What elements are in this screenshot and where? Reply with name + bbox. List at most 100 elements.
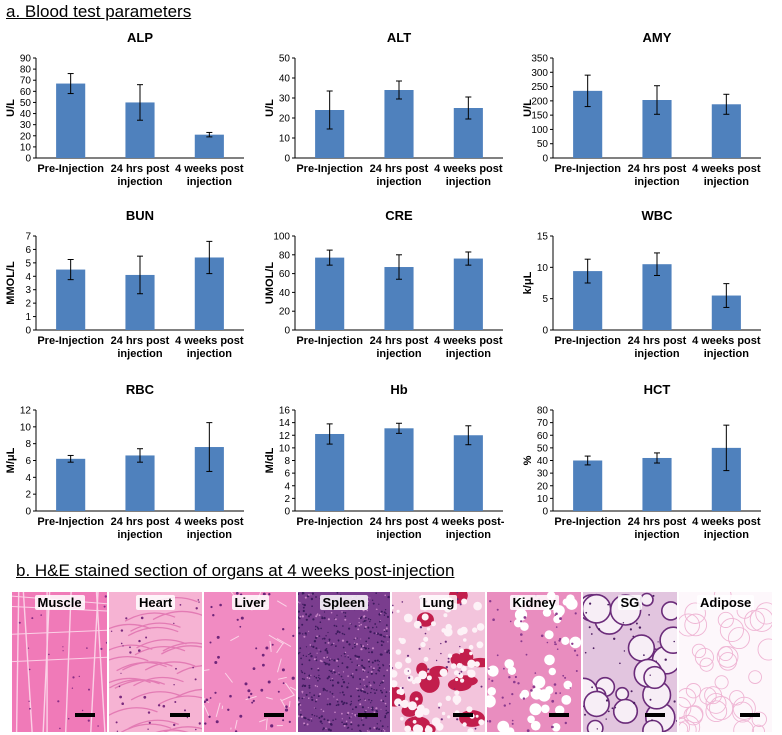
y-tick-label: 12 bbox=[279, 431, 291, 442]
chart-title: BUN bbox=[126, 208, 154, 223]
y-tick-label: 80 bbox=[20, 65, 32, 76]
y-tick-label: 14 bbox=[279, 418, 291, 429]
y-tick-label: 2 bbox=[25, 299, 31, 310]
panel-label-sg: SG bbox=[617, 595, 643, 610]
scale-bar bbox=[358, 713, 378, 717]
y-tick-label: 4 bbox=[284, 481, 290, 492]
y-axis-label: M/μL bbox=[5, 447, 17, 473]
y-tick-label: 40 bbox=[279, 288, 291, 299]
histology-panel-muscle bbox=[12, 592, 107, 732]
scale-bar bbox=[740, 713, 760, 717]
bar bbox=[125, 455, 155, 511]
x-tick-label: Pre-Injection bbox=[296, 163, 363, 175]
histology-image bbox=[679, 592, 772, 732]
x-tick-label: Pre-Injection bbox=[554, 163, 621, 175]
x-tick-label: Pre-Injection bbox=[554, 335, 621, 347]
x-tick-label: injection bbox=[187, 348, 233, 360]
x-tick-label: injection bbox=[376, 176, 422, 188]
bar bbox=[56, 458, 86, 511]
y-tick-label: 10 bbox=[279, 134, 291, 145]
chart-title: AMY bbox=[643, 30, 672, 45]
y-tick-label: 250 bbox=[531, 82, 548, 93]
y-tick-label: 40 bbox=[537, 456, 549, 467]
histology-image bbox=[487, 592, 581, 732]
x-tick-label: 4 weeks post bbox=[434, 163, 503, 175]
histology-panel-lung bbox=[392, 592, 485, 732]
y-tick-label: 150 bbox=[531, 111, 548, 122]
y-axis-label: U/L bbox=[5, 99, 17, 117]
y-tick-label: 0 bbox=[25, 507, 31, 518]
y-tick-label: 6 bbox=[284, 469, 290, 480]
y-tick-label: 0 bbox=[284, 507, 290, 518]
y-tick-label: 15 bbox=[537, 232, 549, 243]
scale-bar bbox=[264, 713, 284, 717]
x-tick-label: injection bbox=[376, 529, 422, 541]
chart-cre: CRE UMOL/L 0 20 40 60 80 100 Pre-Injection 24 hrs… bbox=[264, 208, 503, 360]
y-tick-label: 20 bbox=[279, 307, 291, 318]
y-tick-label: 2 bbox=[284, 494, 290, 505]
x-tick-label: Pre-Injection bbox=[37, 335, 104, 347]
bar bbox=[384, 90, 414, 158]
y-tick-label: 4 bbox=[25, 272, 31, 283]
panel-label-lung: Lung bbox=[419, 595, 458, 610]
y-tick-label: 16 bbox=[279, 406, 291, 417]
y-tick-label: 12 bbox=[20, 406, 32, 417]
chart-title: CRE bbox=[385, 208, 413, 223]
y-tick-label: 30 bbox=[279, 94, 291, 105]
y-tick-label: 0 bbox=[542, 507, 548, 518]
x-tick-label: injection bbox=[446, 348, 492, 360]
x-tick-label: 4 weeks post bbox=[175, 163, 244, 175]
scale-bar bbox=[75, 713, 95, 717]
y-tick-label: 30 bbox=[20, 120, 32, 131]
y-axis-label: k/μL bbox=[522, 271, 534, 294]
x-tick-label: injection bbox=[117, 176, 163, 188]
bar bbox=[315, 433, 345, 511]
x-tick-label: 24 hrs post bbox=[628, 516, 687, 528]
y-tick-label: 30 bbox=[537, 469, 549, 480]
x-tick-label: injection bbox=[704, 529, 750, 541]
panel-label-liver: Liver bbox=[231, 595, 269, 610]
y-tick-label: 100 bbox=[273, 232, 290, 243]
y-tick-label: 6 bbox=[25, 456, 31, 467]
chart-title: HCT bbox=[644, 382, 671, 397]
x-tick-label: 24 hrs post bbox=[628, 163, 687, 175]
section-a-title: a. Blood test parameters bbox=[6, 2, 192, 21]
y-tick-label: 50 bbox=[537, 443, 549, 454]
y-tick-label: 4 bbox=[25, 473, 31, 484]
histology-panel-liver bbox=[204, 592, 296, 732]
y-tick-label: 10 bbox=[537, 494, 549, 505]
y-axis-label: % bbox=[522, 455, 534, 465]
scale-bar bbox=[549, 713, 569, 717]
y-tick-label: 10 bbox=[279, 443, 291, 454]
x-tick-label: 4 weeks post bbox=[692, 335, 761, 347]
y-tick-label: 2 bbox=[25, 490, 31, 501]
x-tick-label: 24 hrs post bbox=[111, 163, 170, 175]
y-tick-label: 0 bbox=[284, 326, 290, 337]
y-axis-label: M/dL bbox=[264, 447, 276, 473]
y-tick-label: 70 bbox=[20, 76, 32, 87]
histology-image bbox=[583, 592, 677, 732]
y-axis-label: UMOL/L bbox=[264, 262, 276, 304]
section-b-title: b. H&E stained section of organs at 4 we… bbox=[16, 561, 455, 580]
y-tick-label: 40 bbox=[279, 74, 291, 85]
histology-image bbox=[204, 592, 296, 732]
y-tick-label: 50 bbox=[279, 54, 291, 65]
y-axis-label: U/L bbox=[264, 99, 276, 117]
y-tick-label: 80 bbox=[537, 406, 549, 417]
x-tick-label: 24 hrs post bbox=[370, 516, 429, 528]
x-tick-label: injection bbox=[704, 176, 750, 188]
x-tick-label: injection bbox=[634, 348, 680, 360]
y-tick-label: 0 bbox=[25, 154, 31, 165]
y-tick-label: 0 bbox=[542, 154, 548, 165]
histology-panel-heart bbox=[109, 592, 202, 732]
bar bbox=[194, 134, 224, 158]
y-tick-label: 20 bbox=[279, 114, 291, 125]
scale-bar bbox=[453, 713, 473, 717]
x-tick-label: Pre-Injection bbox=[37, 163, 104, 175]
x-tick-label: 24 hrs post bbox=[370, 163, 429, 175]
y-tick-label: 20 bbox=[20, 131, 32, 142]
x-tick-label: 24 hrs post bbox=[111, 516, 170, 528]
x-tick-label: 4 weeks post bbox=[692, 516, 761, 528]
x-tick-label: 24 hrs post bbox=[628, 335, 687, 347]
